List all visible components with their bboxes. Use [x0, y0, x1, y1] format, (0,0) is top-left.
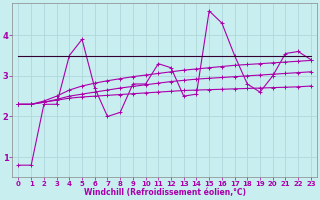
- X-axis label: Windchill (Refroidissement éolien,°C): Windchill (Refroidissement éolien,°C): [84, 188, 246, 197]
